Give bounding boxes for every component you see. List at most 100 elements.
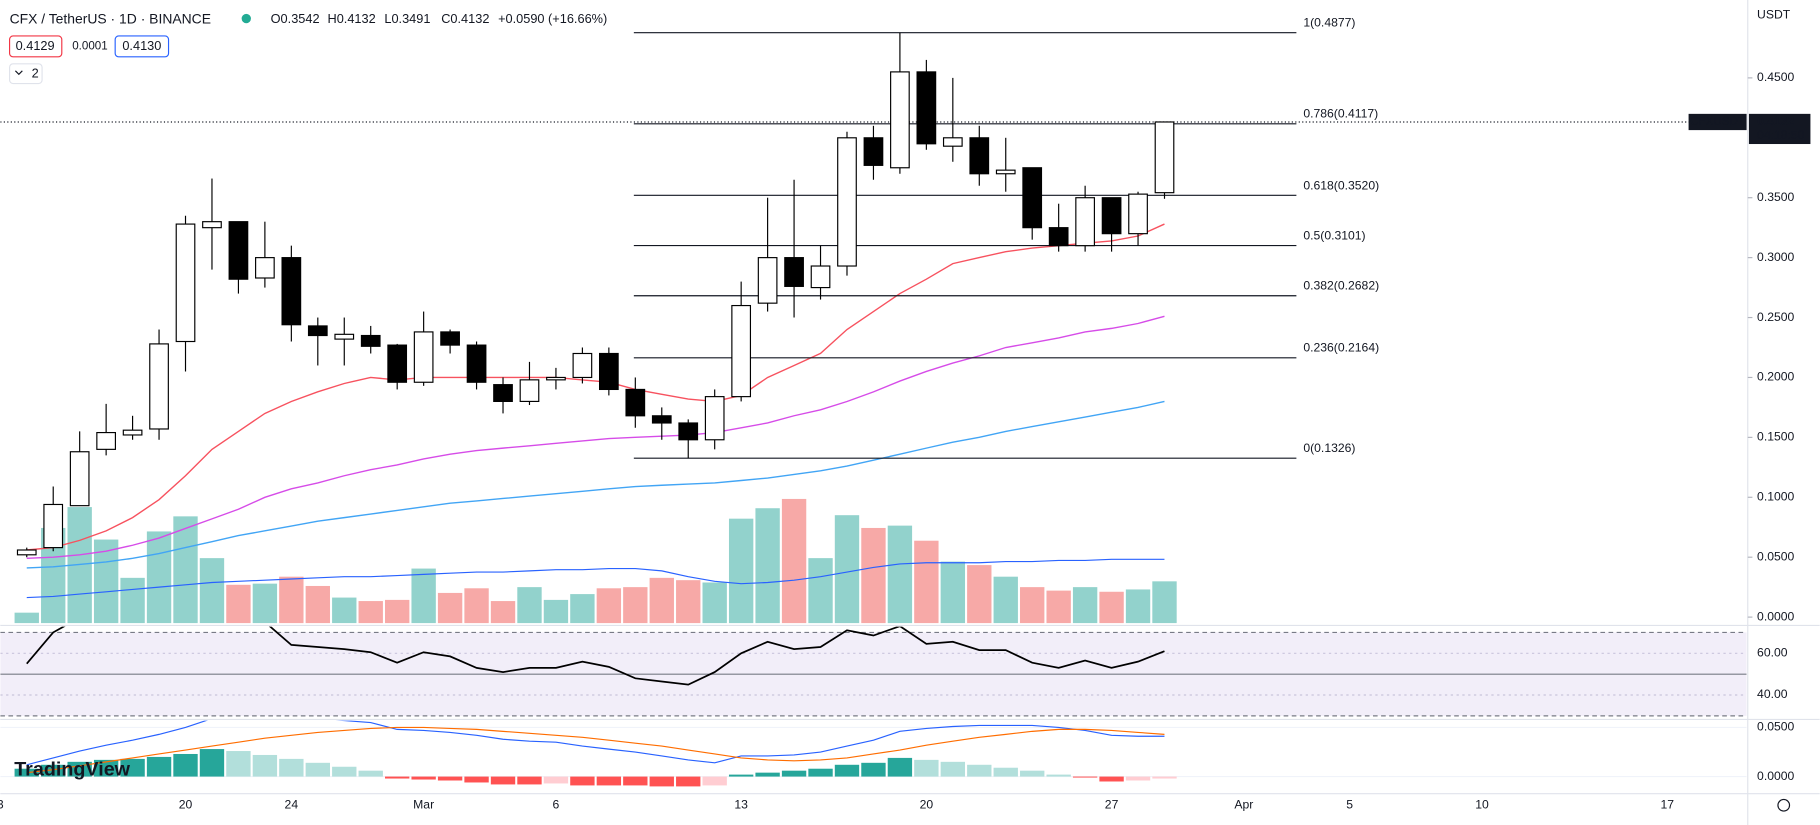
macd-histogram-bar [384,776,410,779]
volume-bar [93,539,119,624]
y-tick-label: 0.2500 [1757,310,1794,324]
y-tick-label: 0.1000 [1757,490,1794,504]
candle-body [360,334,381,347]
candle-body [678,422,699,441]
macd-histogram-bar [1046,774,1071,777]
volume-bar [861,527,886,624]
candle-body [1101,197,1122,235]
volume-bar [940,561,966,624]
candle-body [281,257,302,326]
macd-histogram-bar [173,753,198,777]
candle-body [1022,167,1043,229]
volume-bar [279,576,304,624]
macd-histogram-bar [305,762,330,777]
logo: TradingView [14,759,130,781]
volume-bar [887,525,913,624]
macd-tick-label: 0.0000 [1757,769,1794,783]
candle-body [651,415,672,424]
candle-body [863,137,884,166]
candle-body [1075,197,1095,247]
symbol-tag: CFXUSDT [1690,115,1745,128]
volume-bar [384,599,410,624]
macd-histogram-bar [279,758,304,777]
volume-bar [358,601,383,624]
ohlc-low: L0.3491 [384,11,430,26]
volume-bar [596,588,622,624]
bid-box[interactable] [8,35,63,58]
candle-body [122,429,143,436]
x-tick-label: 6 [553,797,560,811]
fib-level-label: 0.382(0.2682) [1303,279,1379,293]
candle-body [16,549,37,556]
candle-body [810,265,831,289]
macd-histogram-bar [252,754,278,777]
candle-body [704,396,725,441]
candle-body [149,343,169,430]
macd-histogram-bar [517,776,542,785]
volume-bar [226,584,251,624]
chevron-icon [14,70,23,76]
candle-body [307,325,328,337]
volume-bar [649,577,674,624]
candle-body [96,431,116,450]
symbol-tag-box [1688,113,1747,131]
candle-body [519,379,540,403]
ohlc-change: +0.0590 (+16.66%) [498,11,607,26]
candle-body [413,331,434,383]
macd-histogram-bar [146,756,172,777]
macd-histogram-bar [67,761,92,777]
candle-body [1048,227,1069,247]
indicators-toggle[interactable] [8,63,43,85]
macd-histogram-bar [41,764,66,777]
candle-body [916,71,937,145]
volume-bar [623,587,648,624]
market-status [241,13,251,24]
volume-bar [252,583,278,624]
candle-body [572,352,593,379]
macd-histogram-bar [93,759,119,777]
volume-bar [199,558,225,624]
volume-bar [305,585,330,624]
y-tick-label: 0.0000 [1757,609,1794,623]
macd-histogram-bar [437,776,463,781]
fib-level-label: 0.618(0.3520) [1303,178,1379,192]
macd-histogram-bar [358,770,383,777]
settings-icon[interactable] [1777,798,1791,812]
candle-body [969,137,990,175]
fib-level-label: 0.5(0.3101) [1303,228,1365,242]
candle-body [1154,121,1175,194]
macd-histogram-bar [120,758,145,777]
x-tick-label: 27 [1105,797,1119,811]
macd-histogram-bar [199,749,225,777]
macd-histogram-bar [1152,776,1177,779]
candle-body [175,223,196,343]
x-tick-label: 24 [285,797,299,811]
macd-histogram-bar [781,770,807,777]
ask-box[interactable] [114,35,170,58]
macd-histogram-bar [570,776,595,786]
macd-histogram-bar [967,764,992,777]
volume-bar [914,540,939,624]
x-tick-label: Apr [1234,797,1253,811]
macd-line [26,720,1165,766]
macd-histogram-bar [676,776,701,787]
volume-bar [755,508,780,624]
macd-histogram-bar [226,751,251,777]
volume-bar [993,576,1018,624]
price-pane [0,32,1747,624]
volume-bar [967,565,992,624]
spread: 0.0001 [72,39,107,52]
volume-bar [543,599,569,624]
macd-histogram-bar [1072,776,1098,778]
volume-bar [490,601,516,624]
candle-body [731,304,752,398]
candle-body [625,388,646,417]
countdown: 04:18:50 [1757,128,1805,142]
candle-body [757,257,778,304]
candle-body [387,344,408,383]
macd-histogram-bar [808,768,833,777]
volume-bar [1046,590,1071,624]
